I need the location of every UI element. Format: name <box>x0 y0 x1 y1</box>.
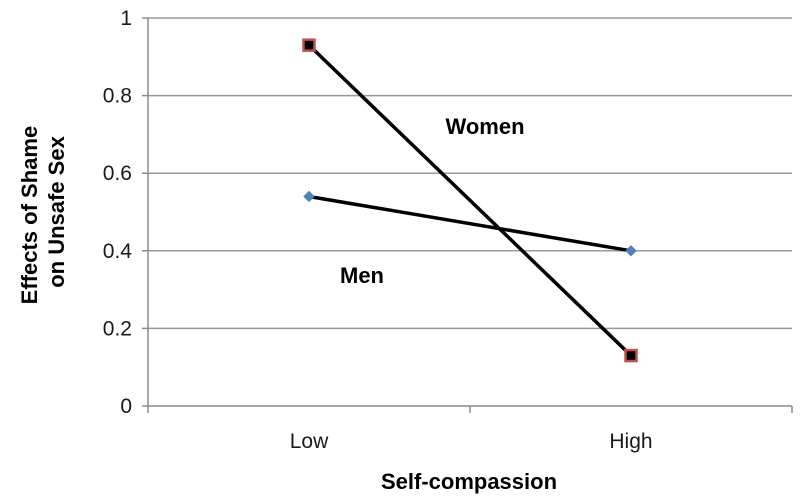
series-markers <box>302 38 638 363</box>
x-tick-label: Low <box>290 430 329 453</box>
y-axis-title-line-1: Effects of Shame <box>17 126 42 305</box>
series-line-women <box>307 43 633 357</box>
x-axis-title: Self-compassion <box>381 469 557 494</box>
y-tick-label: 0.8 <box>103 85 132 108</box>
y-axis-title: Effects of Shame on Unsafe Sex <box>17 120 69 305</box>
x-tick-label: High <box>609 430 652 453</box>
marker-women-low <box>302 38 316 52</box>
y-tick-label: 0.4 <box>103 240 133 263</box>
y-tick-label: 0.6 <box>103 162 132 185</box>
series-line-men <box>308 194 632 253</box>
axes <box>142 17 793 413</box>
y-tick-label: 0 <box>120 395 132 418</box>
series-labels: Women Men <box>340 114 525 288</box>
marker-women-high <box>624 348 638 363</box>
y-tick-label: 1 <box>120 7 132 30</box>
y-tick-label: 0.2 <box>103 317 132 340</box>
marker-men-low <box>303 190 315 203</box>
y-axis-title-line-2: on Unsafe Sex <box>44 135 69 287</box>
marker-men-high <box>625 245 637 257</box>
gridlines <box>148 17 792 330</box>
series-lines <box>307 43 633 357</box>
x-tick-labels: Low High <box>290 430 653 453</box>
y-tick-labels: 0 0.2 0.4 0.6 0.8 1 <box>103 7 133 418</box>
series-label-men: Men <box>340 263 384 288</box>
series-label-women: Women <box>445 114 524 139</box>
